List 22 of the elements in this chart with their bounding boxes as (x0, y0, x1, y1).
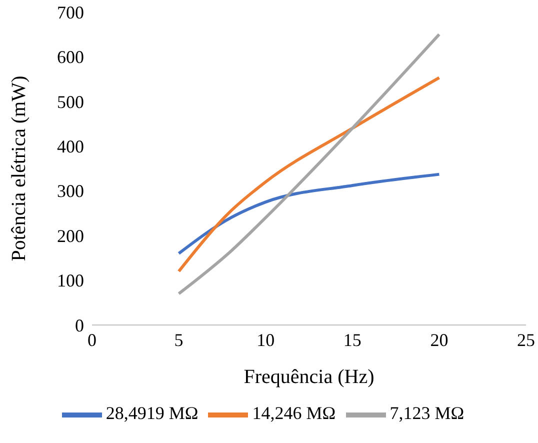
y-tick-label: 100 (57, 270, 84, 291)
y-tick-label: 0 (75, 315, 84, 336)
y-axis-title: Potência elétrica (mW) (8, 76, 30, 262)
y-tick-label: 300 (57, 181, 84, 202)
x-tick-label: 20 (430, 330, 448, 350)
x-tick-label: 15 (343, 330, 362, 350)
legend-label: 28,4919 MΩ (106, 403, 198, 424)
x-tick-label: 5 (174, 330, 184, 350)
x-axis-title: Frequência (Hz) (244, 366, 374, 388)
line-series (177, 32, 441, 296)
legend-label: 7,123 MΩ (390, 403, 464, 424)
line-series (177, 172, 441, 255)
y-tick-label: 600 (57, 47, 84, 68)
y-tick-label: 200 (57, 226, 84, 246)
y-tick-label: 400 (57, 136, 84, 157)
x-tick-label: 25 (517, 330, 535, 350)
x-tick-label: 0 (88, 330, 96, 350)
legend-label: 14,246 MΩ (252, 403, 336, 424)
y-tick-label: 500 (57, 92, 84, 112)
line-series (177, 76, 441, 273)
x-tick-label: 10 (256, 330, 275, 350)
y-tick-label: 700 (57, 2, 84, 22)
